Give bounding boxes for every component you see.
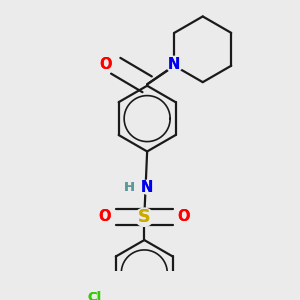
Circle shape bbox=[84, 287, 104, 300]
Text: N: N bbox=[141, 180, 153, 195]
Text: O: O bbox=[178, 209, 190, 224]
Text: S: S bbox=[138, 208, 151, 226]
Text: N: N bbox=[141, 180, 153, 195]
Text: H: H bbox=[124, 181, 135, 194]
Circle shape bbox=[135, 208, 153, 226]
Text: O: O bbox=[99, 209, 111, 224]
Text: O: O bbox=[100, 57, 112, 72]
Circle shape bbox=[175, 208, 192, 225]
Circle shape bbox=[166, 56, 182, 72]
Text: H: H bbox=[124, 181, 135, 194]
Text: Cl: Cl bbox=[87, 291, 101, 300]
Circle shape bbox=[140, 180, 154, 194]
Text: O: O bbox=[100, 57, 112, 72]
Text: N: N bbox=[168, 57, 181, 72]
Text: O: O bbox=[99, 209, 111, 224]
Text: S: S bbox=[138, 208, 151, 226]
Text: Cl: Cl bbox=[87, 291, 101, 300]
Circle shape bbox=[97, 56, 114, 73]
Circle shape bbox=[123, 181, 135, 194]
Circle shape bbox=[96, 208, 113, 225]
Text: O: O bbox=[178, 209, 190, 224]
Text: N: N bbox=[168, 57, 181, 72]
